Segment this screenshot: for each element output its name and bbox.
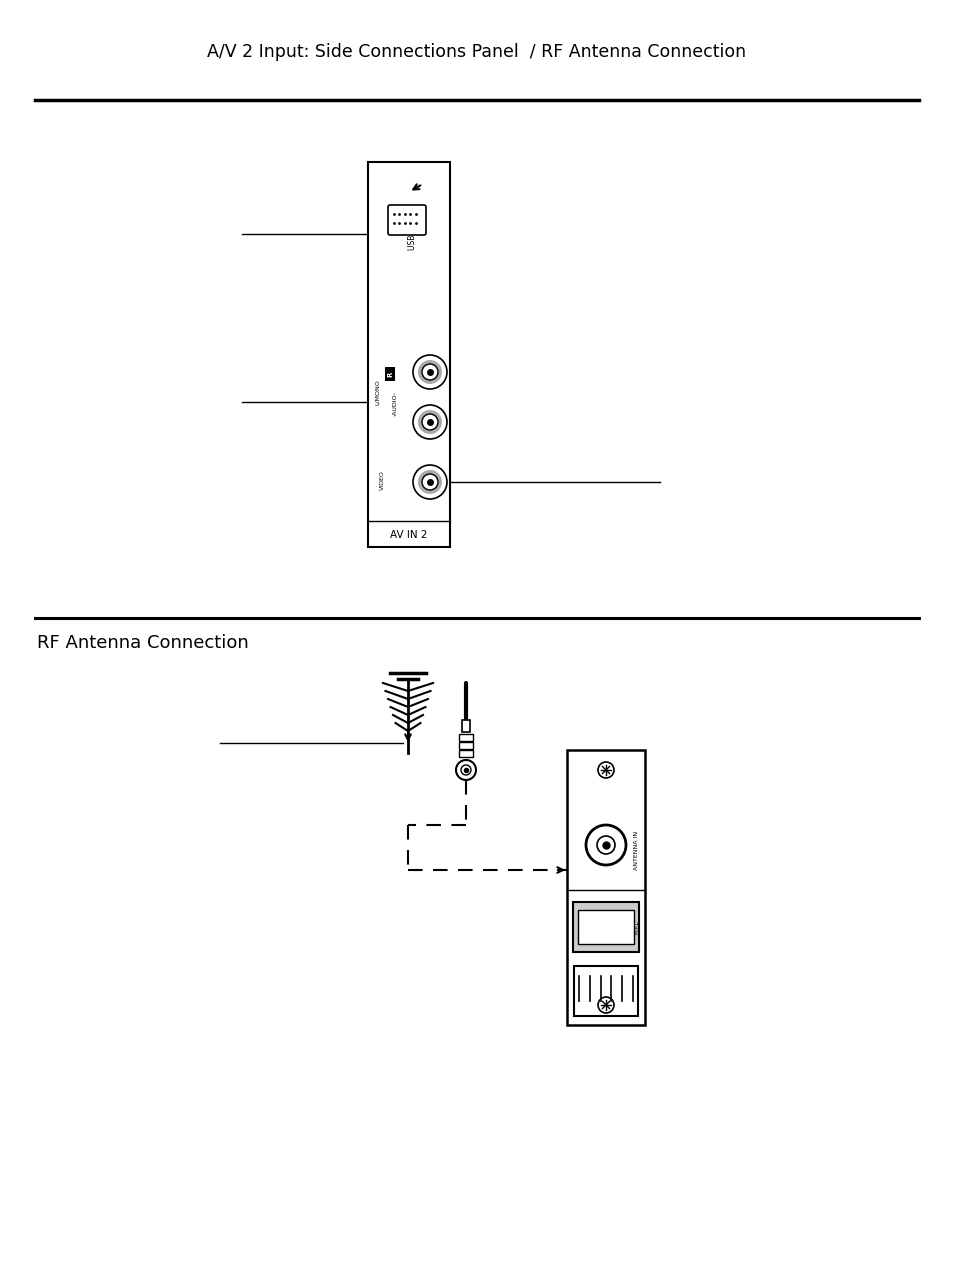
Circle shape bbox=[417, 410, 441, 434]
Circle shape bbox=[417, 469, 441, 494]
Bar bbox=[458, 742, 473, 749]
Text: M.P.L: M.P.L bbox=[634, 920, 639, 934]
Text: RF Antenna Connection: RF Antenna Connection bbox=[37, 633, 249, 653]
Bar bbox=[461, 720, 470, 731]
Bar bbox=[573, 902, 639, 951]
Text: USB IN: USB IN bbox=[408, 224, 416, 249]
Bar bbox=[574, 965, 638, 1016]
Bar bbox=[458, 750, 473, 757]
Bar bbox=[368, 162, 450, 547]
Bar bbox=[566, 750, 644, 1025]
Bar bbox=[458, 734, 473, 742]
Circle shape bbox=[421, 364, 437, 380]
Circle shape bbox=[421, 474, 437, 490]
Text: ANTENNA IN: ANTENNA IN bbox=[634, 831, 639, 870]
Text: AV IN 2: AV IN 2 bbox=[390, 530, 427, 541]
Bar bbox=[578, 909, 634, 944]
Bar bbox=[385, 368, 395, 382]
Text: R: R bbox=[387, 371, 393, 377]
Circle shape bbox=[421, 413, 437, 430]
Text: -AUDIO-: -AUDIO- bbox=[392, 392, 397, 416]
Text: VIDEO: VIDEO bbox=[379, 471, 384, 490]
Text: L/MONO: L/MONO bbox=[375, 379, 379, 404]
Circle shape bbox=[417, 360, 441, 384]
Text: A/V 2 Input: Side Connections Panel  / RF Antenna Connection: A/V 2 Input: Side Connections Panel / RF… bbox=[207, 43, 746, 61]
FancyBboxPatch shape bbox=[388, 205, 426, 235]
